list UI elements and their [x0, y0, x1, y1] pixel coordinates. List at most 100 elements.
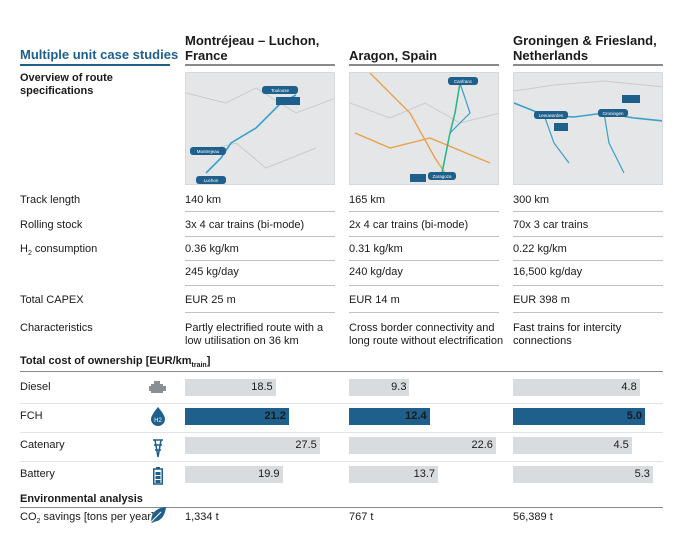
cell-h2-km-1: 0.36 kg/km — [185, 243, 239, 255]
column-header-3: Groningen & Friesland, Netherlands — [513, 33, 657, 63]
cell-capex-1: EUR 25 m — [185, 294, 236, 306]
column-header-2: Aragon, Spain — [349, 48, 438, 63]
hydrogen-drop-icon: H2 — [150, 406, 166, 426]
map-label-leeuwarden: Leeuwarden — [539, 113, 564, 118]
category-label-diesel: Diesel — [20, 381, 51, 393]
cell-characteristics-3: Fast trains for intercity connections — [513, 322, 622, 347]
bar-value-label-fch-3: 5.0 — [626, 410, 642, 422]
route-map-2-graphic: Canfranc Zaragoza — [350, 73, 498, 182]
cell-rolling-stock-1: 3x 4 car trains (bi-mode) — [185, 219, 305, 231]
map-label-canfranc: Canfranc — [454, 79, 473, 84]
bar-value-label-diesel-3: 4.8 — [621, 381, 637, 393]
cell-capex-3: EUR 398 m — [513, 294, 570, 306]
tco-title-close: ] — [206, 355, 211, 367]
bar-catenary-3 — [513, 437, 632, 454]
map-label-groningen: Groningen — [602, 111, 624, 116]
bar-value-label-catenary-1: 27.5 — [295, 439, 317, 451]
bar-value-label-diesel-2: 9.3 — [391, 381, 407, 393]
cell-h2-km-2: 0.31 kg/km — [349, 243, 403, 255]
svg-text:H2: H2 — [154, 418, 162, 424]
divider — [349, 236, 499, 237]
divider — [513, 236, 663, 237]
row-label-track-length: Track length — [20, 194, 81, 206]
env-section-title: Environmental analysis — [20, 493, 143, 505]
cell-rolling-stock-3: 70x 3 car trains — [513, 219, 589, 231]
bar-fch-1 — [185, 408, 289, 425]
cell-characteristics-2: Cross border connectivity and long route… — [349, 322, 504, 347]
page-subtitle: Overview of route specifications — [20, 72, 113, 97]
divider — [513, 211, 663, 212]
column-header-1: Montréjeau – Luchon, France — [185, 33, 320, 63]
bar-diesel-2 — [349, 379, 410, 396]
label-text: consumption — [31, 243, 98, 255]
catenary-pylon-icon — [151, 438, 165, 458]
route-map-3-graphic: Leeuwarden Groningen — [514, 80, 662, 174]
cell-h2-km-3: 0.22 kg/km — [513, 243, 567, 255]
map-label-luchon: Luchon — [204, 178, 219, 183]
tco-title-text: Total cost of ownership [EUR/km — [20, 355, 192, 367]
category-label-fch: FCH — [20, 410, 43, 422]
battery-icon — [153, 467, 163, 485]
route-map-1-graphic: Toulouse Montrejeau Luchon — [186, 86, 334, 184]
route-map-1: Toulouse Montrejeau Luchon — [185, 72, 335, 185]
cell-capex-2: EUR 14 m — [349, 294, 400, 306]
bar-value-label-diesel-1: 18.5 — [251, 381, 273, 393]
divider — [185, 312, 335, 313]
bar-catenary-1 — [185, 437, 320, 454]
map-label-zaragoza: Zaragoza — [432, 174, 452, 179]
category-label-battery: Battery — [20, 468, 55, 480]
leaf-icon — [149, 506, 167, 524]
row-label-co2-savings: CO2 savings [tons per year] — [20, 511, 154, 525]
divider — [513, 312, 663, 313]
route-map-3: Leeuwarden Groningen — [513, 72, 663, 185]
tco-title-subscript: train — [191, 362, 207, 370]
bar-value-label-catenary-3: 4.5 — [613, 439, 629, 451]
divider — [513, 260, 663, 261]
bar-diesel-1 — [185, 379, 276, 396]
row-divider — [20, 461, 663, 462]
row-divider — [20, 403, 663, 404]
column-rule-1 — [185, 64, 335, 66]
bar-value-label-fch-2: 12.4 — [405, 410, 427, 422]
title-rule — [20, 64, 170, 66]
page-title: Multiple unit case studies — [20, 47, 179, 62]
row-label-rolling-stock: Rolling stock — [20, 219, 83, 231]
bar-diesel-3 — [513, 379, 640, 396]
map-label-montrejeau: Montrejeau — [197, 149, 220, 154]
bar-catenary-2 — [349, 437, 496, 454]
cell-h2-day-3: 16,500 kg/day — [513, 266, 583, 278]
label-text: H — [20, 243, 28, 255]
divider — [185, 260, 335, 261]
env-rule — [20, 507, 663, 508]
label-text: savings [tons per year] — [40, 511, 155, 523]
cell-co2-3: 56,389 t — [513, 511, 553, 523]
row-label-characteristics: Characteristics — [20, 322, 93, 334]
divider — [185, 285, 335, 286]
cell-characteristics-1: Partly electrified route with a low util… — [185, 322, 324, 347]
divider — [349, 260, 499, 261]
tco-section-title: Total cost of ownership [EUR/kmtrain] — [20, 355, 210, 369]
cell-h2-day-2: 240 kg/day — [349, 266, 403, 278]
bar-value-label-fch-1: 21.2 — [264, 410, 286, 422]
label-subscript: 2 — [27, 250, 32, 258]
cell-track-length-2: 165 km — [349, 194, 386, 206]
bar-value-label-battery-3: 5.3 — [634, 468, 650, 480]
label-subscript: 2 — [36, 518, 41, 526]
map-label-toulouse: Toulouse — [271, 88, 290, 93]
row-divider — [20, 432, 663, 433]
tco-rule — [20, 371, 663, 372]
cell-track-length-3: 300 km — [513, 194, 550, 206]
divider — [185, 236, 335, 237]
bar-value-label-catenary-2: 22.6 — [471, 439, 493, 451]
column-rule-2 — [349, 64, 499, 66]
divider — [349, 285, 499, 286]
cell-track-length-1: 140 km — [185, 194, 222, 206]
bar-battery-2 — [349, 466, 439, 483]
cell-h2-day-1: 245 kg/day — [185, 266, 239, 278]
label-text: CO — [20, 511, 37, 523]
row-label-h2-consumption: H2 consumption — [20, 243, 97, 257]
bar-fch-2 — [349, 408, 430, 425]
engine-icon — [149, 380, 167, 396]
divider — [185, 211, 335, 212]
category-label-catenary: Catenary — [20, 439, 65, 451]
